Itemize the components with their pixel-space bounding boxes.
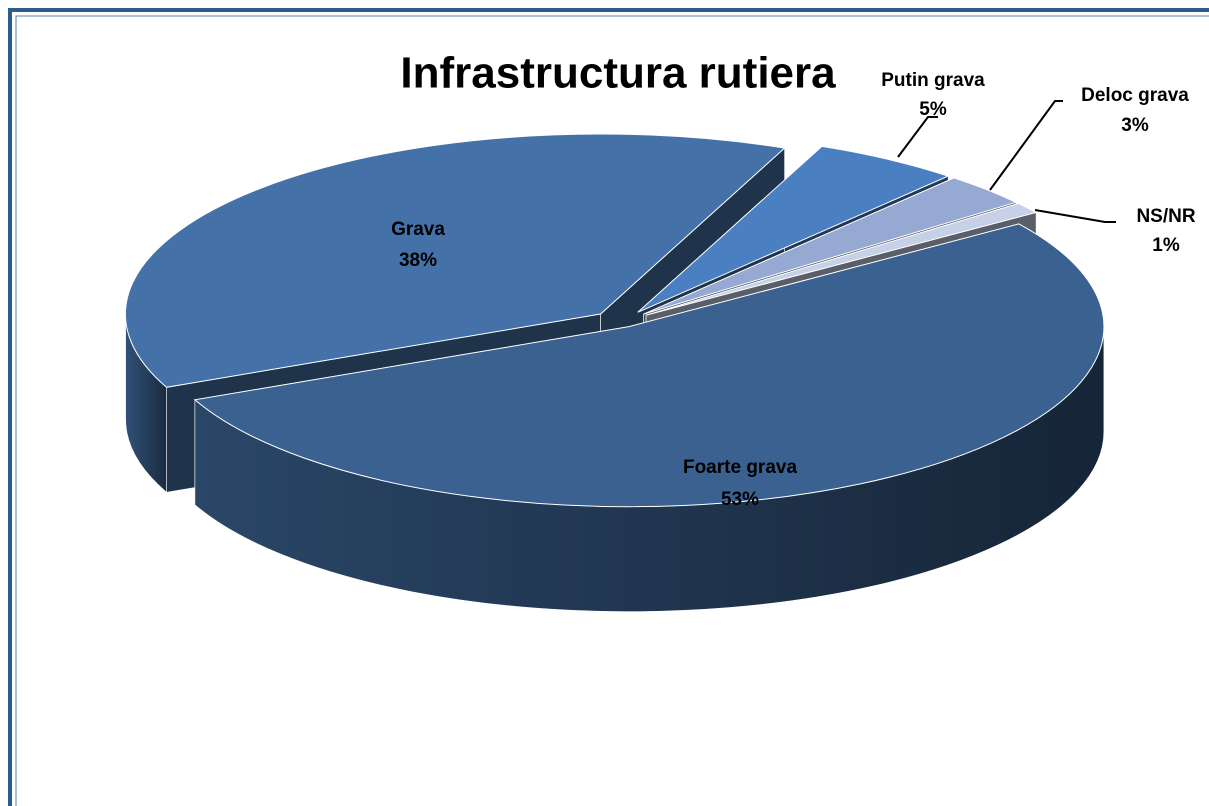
slice: [643, 177, 1018, 315]
frame-inner: [15, 15, 1209, 806]
category-label: Putin grava: [881, 70, 985, 91]
data-label: 3%: [1121, 115, 1149, 136]
frame: [8, 8, 1209, 806]
pie: [124, 133, 1105, 612]
data-label: 53%: [721, 489, 759, 510]
chart-title: Infrastructura rutiera: [400, 49, 836, 98]
category-label: Grava: [391, 219, 445, 240]
data-label: 38%: [399, 250, 437, 271]
slice: [124, 133, 786, 388]
leader-line: [897, 116, 938, 158]
data-label: 5%: [919, 99, 947, 120]
data-labels: Foarte grava 53% Grava 38% Putin grava 5% Delo…: [391, 70, 1196, 510]
leader-line: [989, 100, 1063, 191]
category-label: NS/NR: [1136, 206, 1195, 227]
data-label: 1%: [1152, 235, 1180, 256]
category-label: Deloc grava: [1081, 85, 1189, 106]
slice: [645, 202, 1038, 316]
leader-line: [1034, 209, 1116, 223]
category-label: Foarte grava: [683, 457, 797, 478]
slice: [637, 145, 950, 313]
slice: [193, 223, 1105, 508]
